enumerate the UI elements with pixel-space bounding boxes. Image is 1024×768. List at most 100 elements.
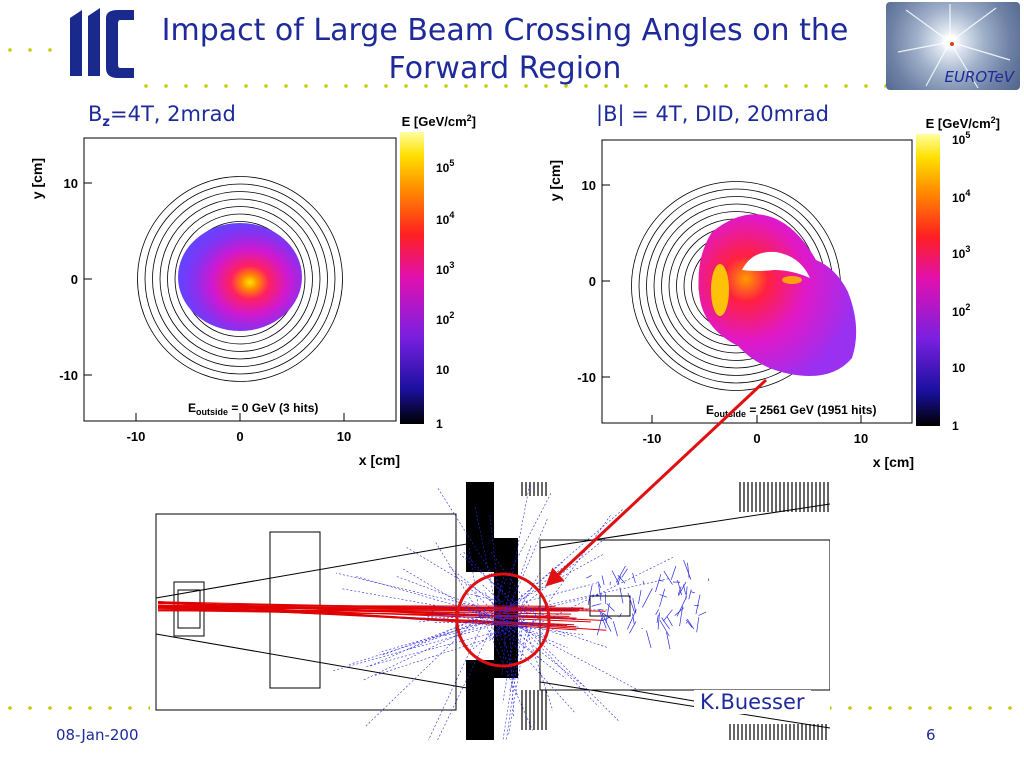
particle-track (662, 609, 673, 622)
z-axis-label: E [GeV/cm2] (402, 113, 476, 129)
particle-track (495, 614, 639, 691)
x-tick-label: 10 (337, 429, 351, 444)
particle-track (659, 620, 670, 637)
detector-ring (144, 183, 336, 375)
particle-track (459, 553, 528, 614)
particle-track (402, 568, 481, 616)
detector-ring (174, 213, 306, 345)
particle-track (686, 621, 688, 624)
right-panel-title: |B| = 4T, DID, 20mrad (596, 102, 829, 126)
particle-track (666, 616, 673, 627)
particle-track (485, 614, 523, 637)
particle-track (597, 581, 602, 588)
particle-track (474, 506, 501, 627)
forward-region-highlight (455, 572, 551, 668)
z-axis-label: E [GeV/cm2] (926, 115, 1000, 131)
particle-track (484, 612, 576, 714)
svg-text:1: 1 (952, 419, 959, 433)
particle-track (601, 575, 605, 585)
particle-track (612, 621, 618, 637)
particle-track (601, 616, 611, 622)
particle-track (707, 578, 710, 581)
footer-page-number: 6 (926, 726, 936, 744)
x-tick-label: -10 (643, 431, 662, 446)
slide-title: Impact of Large Beam Crossing Angles on … (161, 13, 849, 86)
svg-text:102: 102 (952, 302, 970, 319)
ilc-logo (70, 8, 134, 78)
detector-ring (159, 198, 321, 360)
particle-track (341, 588, 510, 619)
particle-track (428, 616, 487, 740)
particle-track (355, 576, 528, 627)
energy-distribution (178, 223, 302, 331)
particle-track (491, 622, 567, 679)
particle-track (656, 614, 659, 623)
x-axis-ticks (135, 413, 345, 421)
particle-track (599, 610, 607, 629)
svg-text:1: 1 (436, 417, 443, 431)
particle-track (683, 560, 692, 580)
particle-track (507, 625, 586, 688)
particle-track (507, 537, 607, 619)
particle-track (591, 603, 602, 607)
particle-track (606, 603, 615, 612)
particle-track (348, 622, 481, 665)
right-heatmap: -10 0 10 10 0 -10 x [cm] y [cm] E [GeV/c… (547, 115, 1000, 470)
particle-track (695, 594, 701, 615)
beam-track (157, 605, 556, 607)
z-tick-labels: 105 104 103 102 10 1 (952, 130, 970, 433)
svg-text:102: 102 (436, 310, 454, 327)
beam-track (157, 605, 577, 628)
particle-track (659, 588, 666, 607)
left-panel-title: Bz=4T, 2mrad (88, 102, 236, 130)
particle-track (490, 551, 539, 620)
particle-track (533, 612, 579, 621)
particle-track (494, 612, 568, 638)
particle-track (487, 609, 535, 642)
svg-text:104: 104 (436, 210, 454, 227)
top-dots-right (136, 84, 886, 88)
hole-region (742, 251, 810, 278)
x-tick-label: 10 (854, 431, 868, 446)
particle-track (632, 572, 636, 584)
particle-track (587, 584, 593, 605)
detector-ring (152, 191, 328, 367)
detector-outlines (155, 503, 830, 729)
particle-track (676, 596, 687, 617)
particle-track (642, 588, 653, 608)
author-leader-line (630, 689, 701, 703)
particle-track (694, 604, 700, 607)
pointer-arrow (545, 378, 768, 587)
particle-track (426, 610, 513, 627)
author-label: K.Buesser (694, 690, 811, 714)
particle-track (596, 617, 603, 636)
particle-track (502, 627, 516, 703)
svg-text:10: 10 (436, 363, 450, 377)
particle-track (602, 612, 613, 620)
particle-track (661, 617, 670, 630)
particle-track (670, 566, 677, 580)
particle-track (655, 609, 660, 615)
particle-track (514, 625, 584, 635)
svg-text:105: 105 (952, 130, 970, 147)
particle-track (462, 602, 499, 628)
color-scale-bar (400, 132, 424, 424)
footer-date: 08-Jan-200 (56, 726, 139, 744)
particle-track (499, 615, 518, 697)
particle-track (632, 613, 635, 624)
particle-track (627, 592, 635, 613)
particle-track (502, 610, 531, 613)
particle-track (506, 610, 525, 740)
x-axis-ticks (651, 415, 862, 423)
particle-track (532, 622, 608, 648)
particle-track (481, 615, 533, 731)
particle-track (503, 608, 599, 707)
y-axis-label: y [cm] (29, 158, 45, 199)
x-axis-label: x [cm] (873, 454, 914, 470)
left-title-sub: z (102, 115, 110, 131)
particle-track (515, 573, 540, 617)
x-axis-label: x [cm] (359, 452, 400, 468)
particle-track (483, 590, 509, 628)
particle-track (646, 630, 652, 648)
particle-track (509, 612, 537, 691)
